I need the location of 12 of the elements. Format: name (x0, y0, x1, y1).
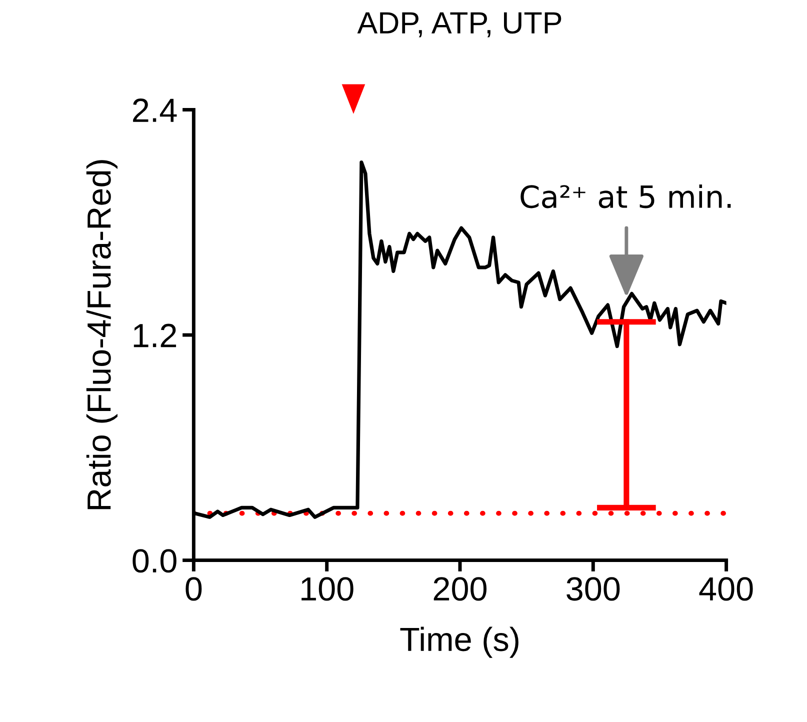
y-tick-label: 1.2 (134, 324, 176, 348)
y-tick-label: 2.4 (133, 98, 177, 122)
x-tick-label: 0 (186, 577, 202, 601)
annotation: Ca²⁺ at 5 min. (520, 184, 731, 208)
x-tick-label: 400 (699, 577, 753, 601)
x-tick-label: 200 (434, 577, 486, 601)
x-tick-label: 100 (302, 577, 354, 601)
x-axis-title: Time (s) (400, 626, 518, 658)
x-tick-label: 300 (566, 577, 620, 601)
y-tick-label: 0.0 (132, 549, 176, 573)
chart-title: ADP, ATP, UTP (357, 12, 562, 38)
y-axis-title: Ratio (Fluo-4/Fura-Red) (86, 160, 118, 510)
